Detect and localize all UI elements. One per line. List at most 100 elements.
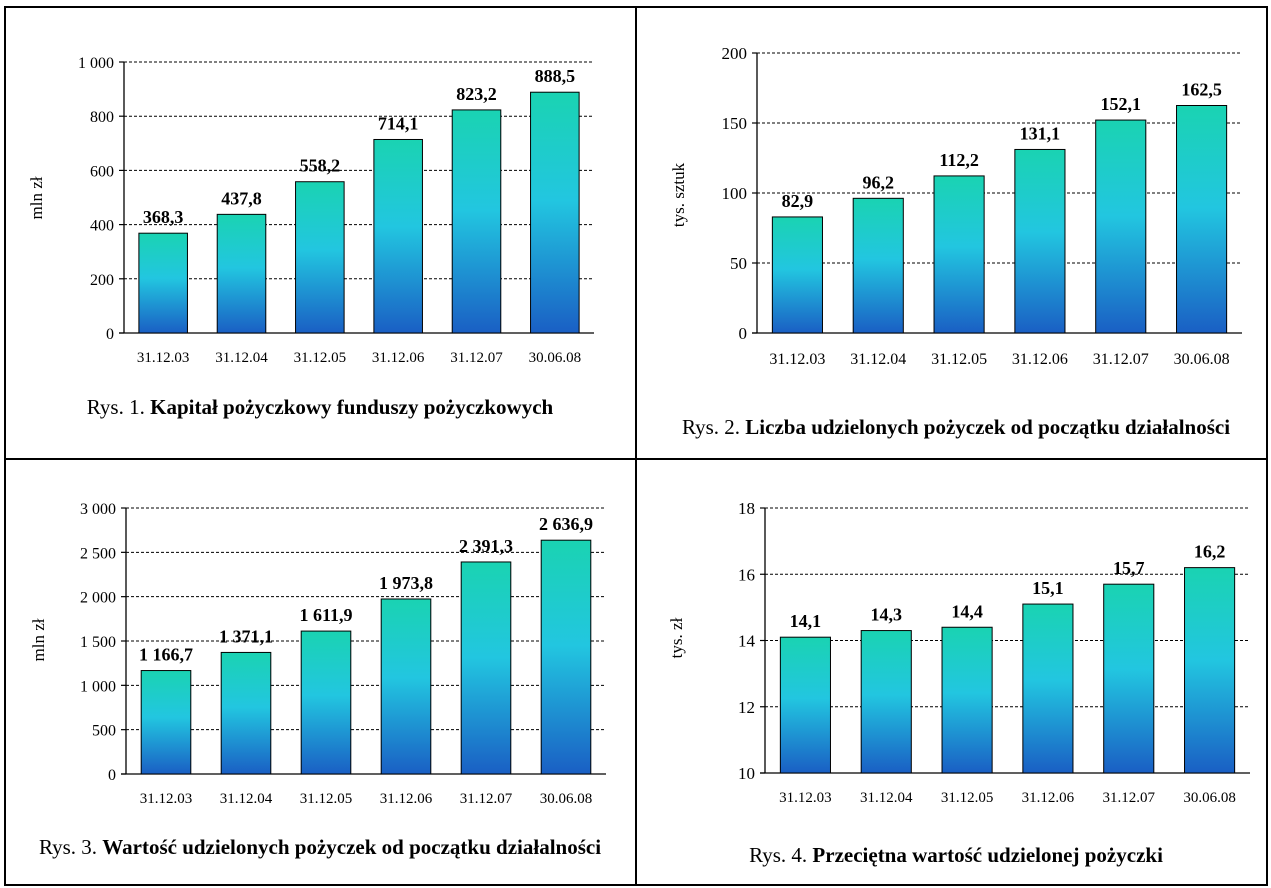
bar [138, 232, 188, 334]
bar [771, 216, 823, 334]
chart-2-svg: 0 50 100 150 200 tys. sztuk 82,9 31.12.03 96,2 31… [669, 44, 1242, 368]
chart-4-svg: 10 12 14 16 18 tys. zł 14,1 31.12.03 14,3 31.12.0… [667, 499, 1250, 806]
x-category-label: 31.12.04 [860, 790, 913, 806]
x-category-label: 30.06.08 [529, 350, 582, 366]
chart-4-caption-title: Przeciętna wartość udzielonej pożyczki [812, 843, 1163, 867]
data-label: 2 391,3 [459, 536, 513, 556]
data-label: 2 636,9 [539, 514, 593, 534]
data-label: 152,1 [1101, 94, 1142, 114]
chart-1-caption-prefix: Rys. 1. [86, 395, 151, 419]
x-category-label: 31.12.04 [220, 791, 273, 807]
bar [140, 670, 192, 775]
y-axis-label: tys. sztuk [669, 162, 688, 227]
x-category-label: 31.12.05 [294, 350, 347, 366]
x-category-label: 31.12.06 [380, 791, 433, 807]
y-tick-label: 1 000 [80, 678, 116, 695]
data-label: 112,2 [939, 150, 979, 170]
data-label: 558,2 [300, 156, 341, 176]
x-category-label: 31.12.06 [372, 350, 425, 366]
y-tick-label: 50 [730, 254, 747, 273]
bar [460, 561, 512, 775]
chart-panel-4: 10 12 14 16 18 tys. zł 14,1 31.12.03 14,3 31.12.0… [636, 460, 1271, 888]
x-category-label: 31.12.07 [1103, 790, 1156, 806]
chart-panel-1: 0 200 400 600 800 1 000 mln zł 368,3 31.12.03 437… [0, 0, 636, 458]
x-category-label: 31.12.05 [931, 351, 987, 368]
data-label: 131,1 [1020, 123, 1061, 143]
y-tick-label: 1 500 [80, 634, 116, 651]
y-tick-label: 0 [739, 324, 748, 343]
y-tick-label: 400 [90, 218, 114, 235]
chart-3-caption: Rys. 3. Wartość udzielonych pożyczek od … [30, 836, 610, 858]
bar [1022, 603, 1074, 774]
data-label: 437,8 [221, 188, 262, 208]
frame-left [4, 6, 6, 886]
bar [1176, 105, 1228, 334]
y-tick-label: 2 500 [80, 545, 116, 562]
bar [860, 630, 912, 774]
chart-2-caption-prefix: Rys. 2. [681, 415, 746, 439]
bar [933, 175, 985, 334]
y-axis-label: tys. zł [667, 617, 686, 658]
data-label: 96,2 [863, 172, 895, 192]
chart-1-caption-title: Kapitał pożyczkowy funduszy pożyczkowych [150, 395, 554, 419]
data-label: 1 371,1 [219, 626, 273, 646]
x-category-label: 31.12.03 [140, 791, 193, 807]
x-category-label: 31.12.07 [1093, 351, 1149, 368]
y-tick-label: 200 [90, 272, 114, 289]
data-label: 16,2 [1194, 542, 1226, 562]
data-label: 15,1 [1032, 578, 1064, 598]
frame-middle-horizontal [4, 458, 1268, 460]
chart-2-caption-title: Liczba udzielonych pożyczek od początku … [745, 415, 1231, 439]
y-tick-label: 12 [738, 698, 755, 717]
bar [300, 630, 352, 775]
x-category-label: 31.12.07 [460, 791, 513, 807]
chart-4-caption-prefix: Rys. 4. [749, 843, 813, 867]
x-category-label: 30.06.08 [540, 791, 593, 807]
bar [380, 598, 432, 775]
y-tick-label: 18 [738, 499, 755, 518]
y-axis-label: mln zł [27, 176, 46, 219]
x-category-label: 31.12.03 [769, 351, 825, 368]
data-label: 714,1 [378, 113, 419, 133]
y-tick-label: 3 000 [80, 501, 116, 518]
bar [779, 636, 831, 774]
data-label: 368,3 [143, 207, 184, 227]
data-label: 888,5 [535, 66, 576, 86]
x-category-label: 31.12.05 [941, 790, 994, 806]
bar [1095, 119, 1147, 334]
x-category-label: 31.12.05 [300, 791, 353, 807]
y-tick-label: 14 [738, 632, 756, 651]
chart-1-svg: 0 200 400 600 800 1 000 mln zł 368,3 31.12.03 437… [27, 55, 594, 366]
bar [1184, 567, 1236, 774]
chart-panel-3: 0 500 1 000 1 500 2 000 2 500 3 000 mln zł 1 166… [0, 460, 636, 888]
data-label: 162,5 [1181, 80, 1222, 100]
y-tick-label: 0 [106, 326, 114, 343]
x-category-label: 31.12.03 [779, 790, 832, 806]
y-tick-label: 10 [738, 764, 755, 783]
x-category-label: 31.12.04 [850, 351, 906, 368]
y-axis-label: mln zł [29, 618, 48, 661]
x-category-label: 30.06.08 [1183, 790, 1236, 806]
y-tick-label: 1 000 [78, 55, 114, 72]
y-tick-label: 150 [722, 114, 748, 133]
x-category-label: 31.12.06 [1012, 351, 1068, 368]
bar [216, 213, 267, 334]
y-tick-label: 100 [722, 184, 748, 203]
y-tick-label: 600 [90, 163, 114, 180]
data-label: 823,2 [456, 84, 497, 104]
chart-panel-2: 0 50 100 150 200 tys. sztuk 82,9 31.12.03 96,2 31… [636, 0, 1271, 458]
data-label: 14,4 [951, 601, 983, 621]
bar [295, 181, 345, 334]
frame-right [1266, 6, 1268, 886]
y-tick-label: 500 [92, 723, 116, 740]
data-label: 1 973,8 [379, 573, 433, 593]
data-label: 1 166,7 [139, 645, 193, 665]
y-tick-label: 16 [738, 565, 755, 584]
bar [540, 539, 592, 775]
chart-3-svg: 0 500 1 000 1 500 2 000 2 500 3 000 mln zł 1 166… [29, 501, 606, 807]
chart-3-caption-prefix: Rys. 3. [38, 835, 103, 859]
bar [941, 626, 993, 774]
chart-2-caption: Rys. 2. Liczba udzielonych pożyczek od p… [676, 416, 1236, 438]
chart-4-caption: Rys. 4. Przeciętna wartość udzielonej po… [676, 844, 1236, 866]
